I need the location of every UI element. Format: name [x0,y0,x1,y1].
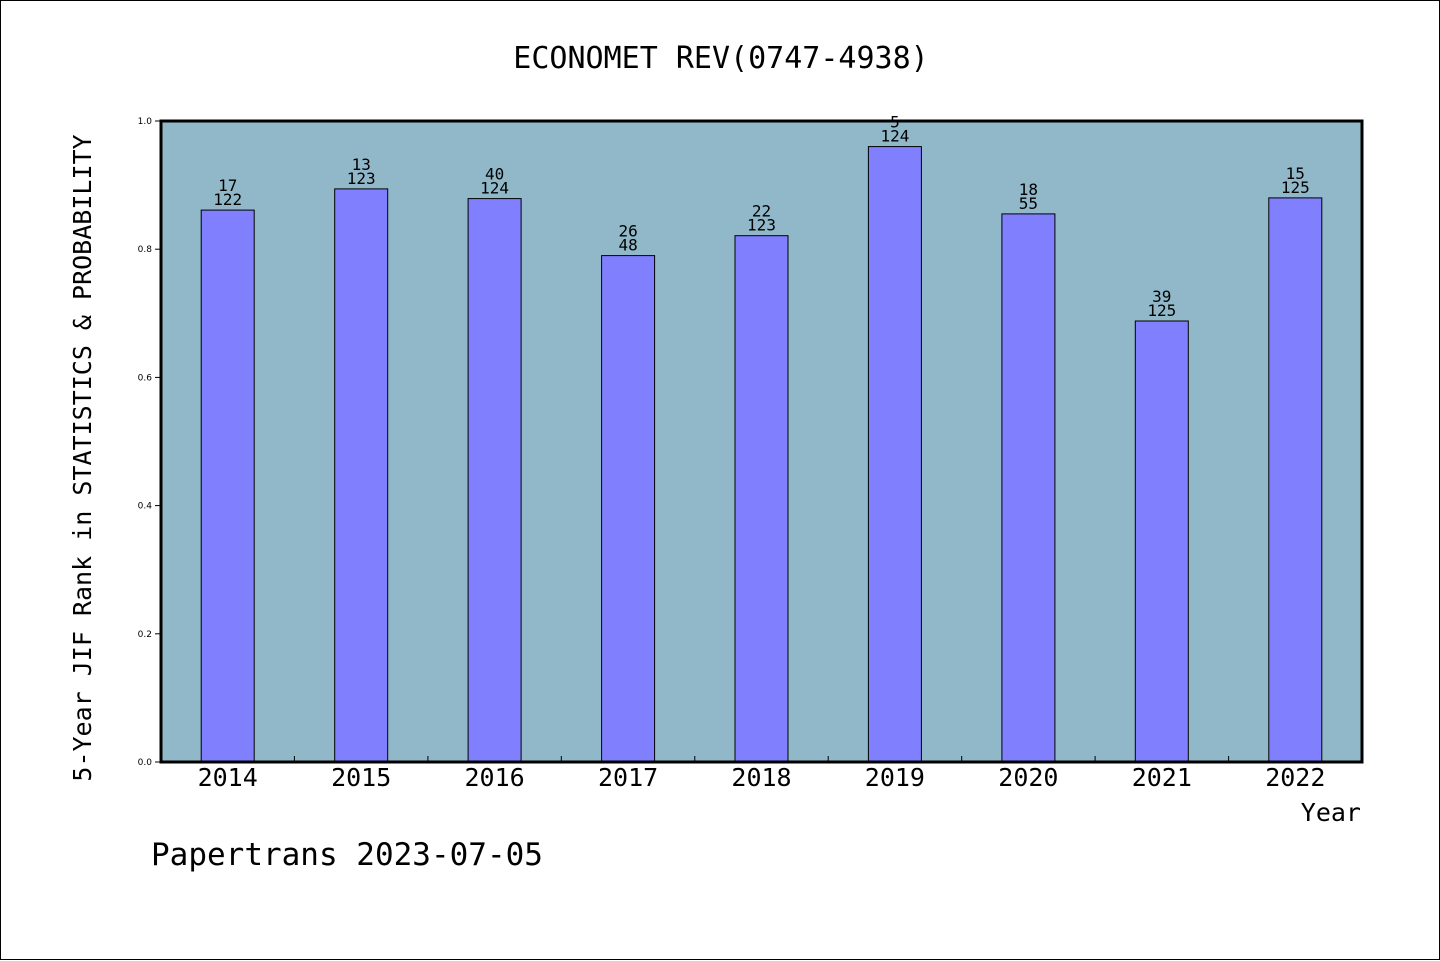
x-tick-label-2014: 2014 [198,763,258,792]
x-tick-label-2021: 2021 [1132,763,1192,792]
y-tick-label: 1.0 [138,117,153,127]
bar-label-top-2017: 26 [618,222,637,241]
x-axis-label: Year [1301,798,1361,827]
bar-2019 [867,146,922,763]
bar-2022 [1268,197,1323,763]
bar-label-top-2021: 39 [1152,287,1171,306]
bar-label-bottom-2021: 125 [1147,301,1176,320]
bar-label-top-2020: 18 [1019,180,1038,199]
bar-label-bottom-2019: 124 [880,127,909,146]
bar-label-bottom-2017: 48 [618,236,637,255]
chart-title: ECONOMET REV(0747-4938) [513,41,928,76]
bar-2021 [1134,320,1189,763]
x-tick-label-2022: 2022 [1265,763,1325,792]
x-tick-label-2019: 2019 [865,763,925,792]
bar-label-bottom-2014: 122 [213,190,242,209]
bar-label-top-2014: 17 [218,176,237,195]
x-tick-label-2017: 2017 [598,763,658,792]
bar-2018 [734,235,789,763]
bar-2017 [601,255,656,763]
bar-2020 [1001,213,1056,763]
bar-label-top-2022: 15 [1286,164,1305,183]
bar-label-bottom-2022: 125 [1281,178,1310,197]
plot-border [159,119,1364,764]
bar-2015 [334,188,389,763]
bar-label-top-2018: 22 [752,202,771,221]
x-tick-label-2018: 2018 [731,763,791,792]
bar-label-top-2015: 13 [352,155,371,174]
x-tick-label-2015: 2015 [331,763,391,792]
bar-label-bottom-2016: 124 [480,179,509,198]
y-tick-label: 0.2 [138,630,152,640]
bar-label-bottom-2018: 123 [747,216,776,235]
x-tick-label-2020: 2020 [998,763,1058,792]
bar-label-bottom-2020: 55 [1019,194,1038,213]
y-tick-label: 0.8 [138,245,153,255]
bar-label-top-2016: 40 [485,165,504,184]
y-tick-label: 0.4 [138,502,153,512]
bar-2014 [200,209,255,763]
y-tick-label: 0.0 [138,758,153,768]
bar-2016 [467,198,522,763]
y-axis-label: 5-Year JIF Rank in STATISTICS & PROBABIL… [68,134,97,781]
x-tick-label-2016: 2016 [464,763,524,792]
bar-label-bottom-2015: 123 [347,169,376,188]
footer-text: Papertrans 2023-07-05 [151,837,543,873]
y-tick-label: 0.6 [138,373,153,383]
